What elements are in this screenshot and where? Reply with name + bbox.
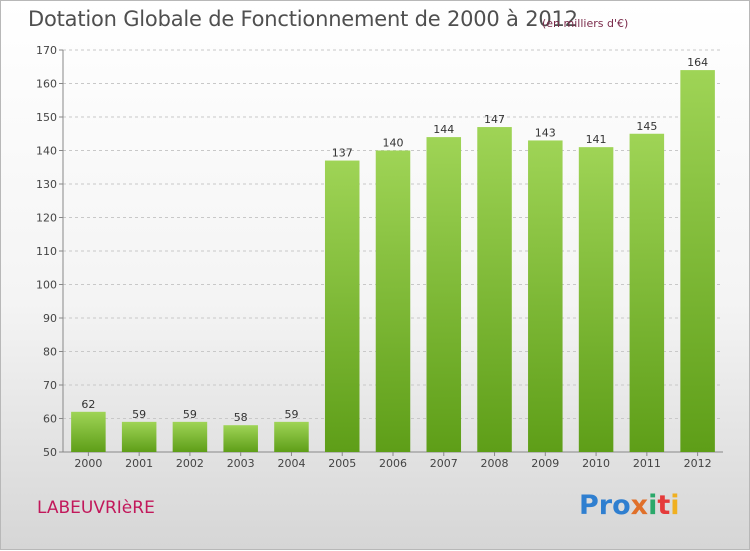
y-tick-label: 160 [36, 78, 57, 91]
bars [71, 70, 715, 453]
x-tick-label: 2012 [684, 457, 712, 470]
bar [680, 70, 715, 452]
y-tick-label: 130 [36, 178, 57, 191]
value-label: 144 [433, 123, 454, 136]
bar [375, 150, 411, 452]
y-tick-label: 80 [43, 346, 57, 359]
x-tick-label: 2002 [176, 457, 204, 470]
y-tick-label: 140 [36, 145, 57, 158]
x-tick-label: 2003 [227, 457, 255, 470]
x-tick-label: 2008 [481, 457, 509, 470]
proxiti-logo: Proxiti [579, 490, 680, 521]
bar [121, 421, 157, 452]
bar [223, 425, 258, 452]
x-tick-label: 2011 [633, 457, 661, 470]
value-label: 59 [132, 408, 146, 421]
bar [578, 147, 614, 452]
y-tick-label: 70 [43, 379, 57, 392]
y-tick-label: 150 [36, 111, 57, 124]
value-label: 145 [636, 120, 657, 133]
value-label: 62 [81, 398, 95, 411]
bar [324, 160, 360, 453]
y-tick-labels: 50 60 70 80 90 100 110 120 130 140 150 160 170 [36, 44, 57, 459]
x-tick-labels: 2000 2001 2002 2003 2004 2005 2006 2007 2008 2009… [74, 457, 711, 470]
logo-part: Pro [579, 490, 631, 521]
y-tick-label: 170 [36, 44, 57, 57]
y-tick-label: 120 [36, 212, 57, 225]
value-label: 147 [484, 113, 505, 126]
value-label: 140 [383, 137, 404, 150]
logo-part: i [670, 490, 680, 521]
value-label: 59 [284, 408, 298, 421]
x-tick-label: 2004 [277, 457, 305, 470]
value-label: 137 [332, 147, 353, 160]
y-tick-label: 110 [36, 245, 57, 258]
bar [528, 140, 563, 452]
bar [71, 411, 106, 452]
x-tick-label: 2007 [430, 457, 458, 470]
x-tick-label: 2006 [379, 457, 407, 470]
x-tick-label: 2009 [531, 457, 559, 470]
value-label: 58 [234, 411, 248, 424]
bar [426, 137, 462, 452]
bar [172, 421, 208, 452]
value-label: 143 [535, 126, 556, 139]
chart-title: Dotation Globale de Fonctionnement de 20… [28, 7, 578, 31]
logo-part: t [657, 490, 671, 521]
value-label: 59 [183, 408, 197, 421]
bar [477, 127, 512, 453]
bar [274, 421, 309, 452]
value-label: 164 [687, 56, 708, 69]
value-labels: 62 59 59 58 59 137 140 144 147 143 141 145 164 [81, 56, 708, 424]
commune-name: LABEUVRIèRE [37, 498, 155, 518]
y-tick-label: 90 [43, 312, 57, 325]
bar [629, 133, 665, 452]
value-label: 141 [586, 133, 607, 146]
x-tick-label: 2010 [582, 457, 610, 470]
y-tick-label: 100 [36, 279, 57, 292]
chart-subtitle: (en milliers d'€) [542, 17, 629, 30]
y-tick-label: 50 [43, 446, 57, 459]
x-tick-label: 2005 [328, 457, 356, 470]
x-tick-label: 2000 [74, 457, 102, 470]
x-tick-label: 2001 [125, 457, 153, 470]
logo-part: i [648, 490, 658, 521]
y-tick-label: 60 [43, 413, 57, 426]
logo-part: x [630, 490, 649, 521]
